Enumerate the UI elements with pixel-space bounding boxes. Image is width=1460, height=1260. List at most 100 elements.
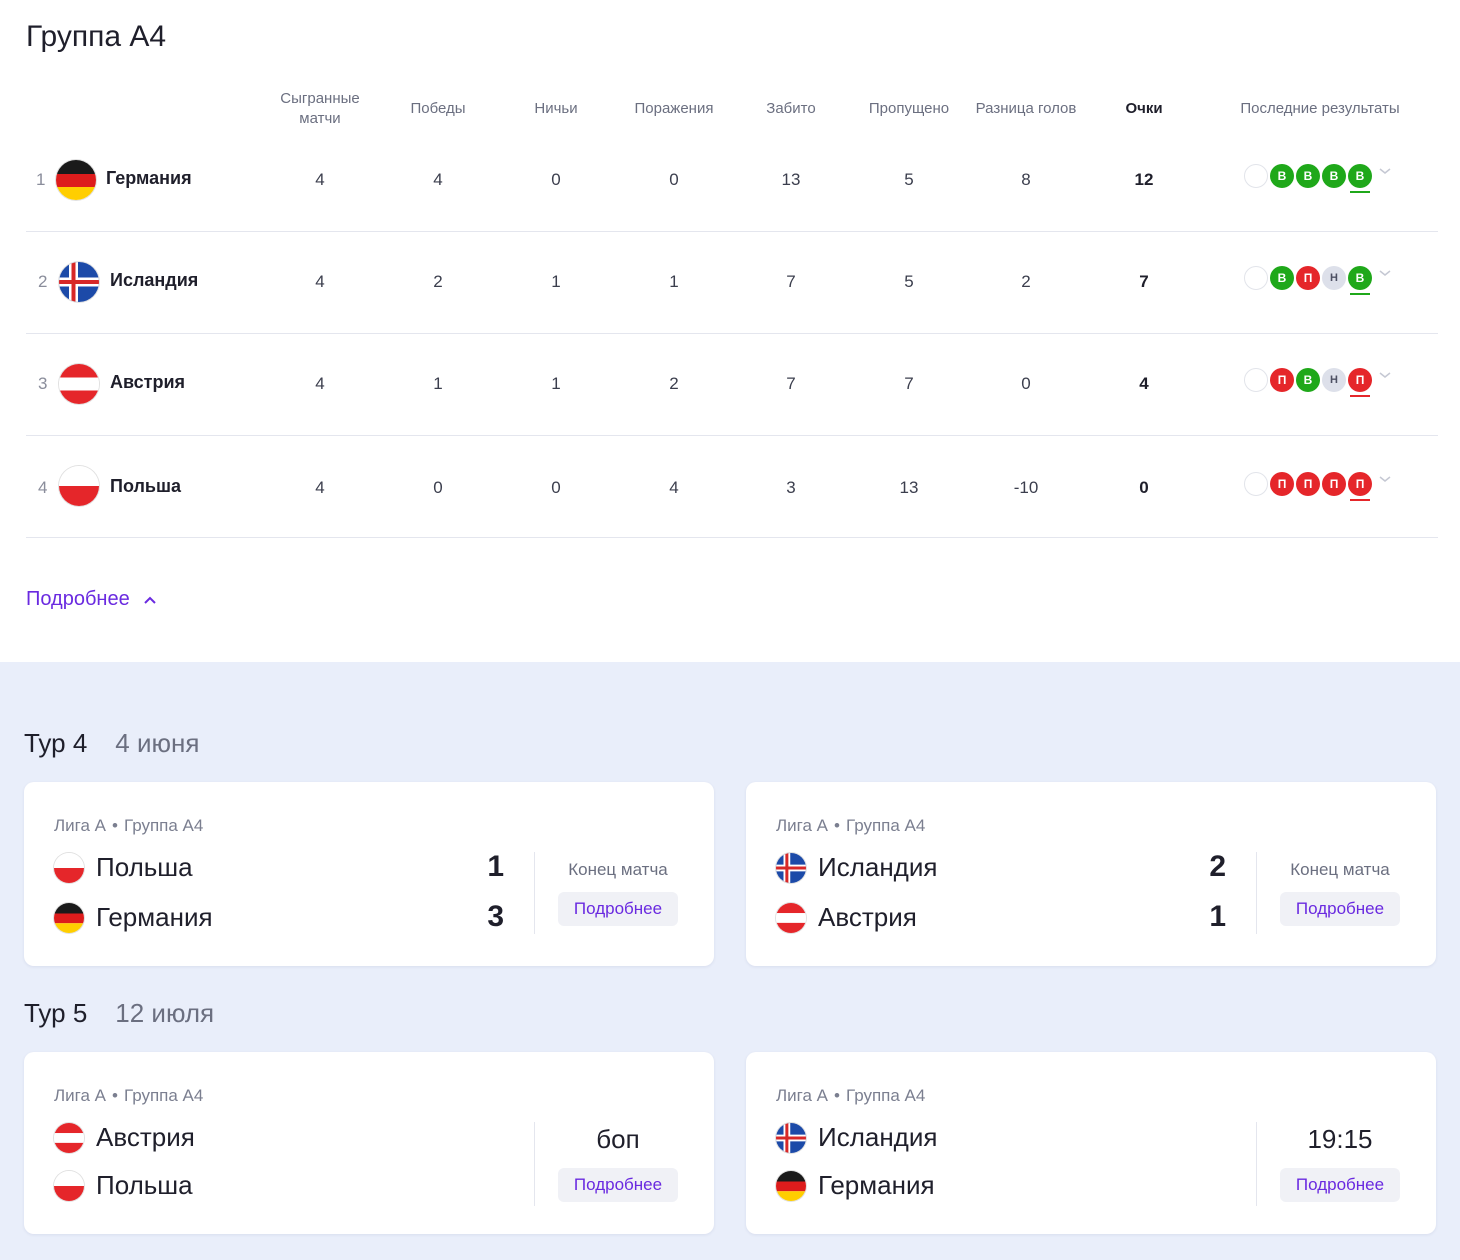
poland-flag-icon [54, 1171, 84, 1201]
col-wins: Победы [410, 100, 466, 117]
conceded: 5 [904, 170, 914, 189]
scored: 13 [781, 170, 801, 189]
form-result[interactable]: В [1296, 368, 1320, 392]
form-result[interactable]: П [1348, 368, 1372, 397]
col-conceded: Пропущено [868, 100, 950, 117]
away-score: 3 [487, 900, 504, 933]
form-empty-slot [1244, 164, 1268, 188]
points: 4 [1139, 374, 1149, 393]
goal-diff: 0 [1021, 374, 1031, 393]
recent-form[interactable]: П П П П [1244, 472, 1392, 501]
form-result[interactable]: П [1348, 472, 1372, 501]
round-label: Тур 5 [24, 998, 88, 1028]
col-points: Очки [1125, 100, 1163, 117]
match-details-button[interactable]: Подробнее [558, 892, 678, 926]
match-league: Лига А • Группа А4 [776, 1086, 926, 1105]
col-draws: Ничьи [534, 100, 578, 117]
points: 12 [1134, 170, 1154, 189]
germany-flag-icon [56, 160, 96, 200]
draws: 1 [551, 272, 561, 291]
table-row[interactable]: 3 Австрия 4 1 1 2 7 7 0 4 П В Н П [26, 334, 1438, 436]
chevron-down-icon[interactable] [1378, 472, 1392, 486]
chevron-down-icon[interactable] [1378, 368, 1392, 382]
round-label: Тур 4 [24, 728, 88, 758]
form-result[interactable]: В [1270, 266, 1294, 290]
team-name[interactable]: Исландия [110, 270, 199, 290]
round-date: 4 июня [115, 728, 200, 758]
match-status: Конец матча [1290, 860, 1390, 879]
form-result[interactable]: П [1296, 472, 1320, 496]
round-header: Тур 4 4 июня [24, 728, 199, 759]
home-team-name: Исландия [818, 1122, 938, 1152]
form-result[interactable]: В [1270, 164, 1294, 188]
points: 7 [1139, 272, 1149, 291]
divider [534, 852, 535, 934]
match-details-button[interactable]: Подробнее [558, 1168, 678, 1202]
losses: 1 [669, 272, 679, 291]
goal-diff: 2 [1021, 272, 1031, 291]
match-card[interactable]: Лига А • Группа А4 Польша Германия 1 3 Кон… [24, 782, 714, 966]
round-header: Тур 5 12 июля [24, 998, 214, 1029]
poland-flag-icon [59, 466, 99, 506]
form-result[interactable]: Н [1322, 266, 1346, 290]
recent-form[interactable]: В В В В [1244, 164, 1392, 193]
league-name: Лига А [54, 816, 106, 835]
recent-form[interactable]: В П Н В [1244, 266, 1392, 295]
form-result[interactable]: В [1296, 164, 1320, 188]
table-row[interactable]: 2 Исландия 4 2 1 1 7 5 2 7 В П Н В [26, 232, 1438, 334]
iceland-flag-icon [776, 1123, 806, 1153]
team-name[interactable]: Польша [110, 476, 181, 496]
away-score: 1 [1209, 900, 1226, 933]
away-team: Германия [776, 1170, 935, 1201]
recent-form[interactable]: П В Н П [1244, 368, 1392, 397]
position: 1 [36, 170, 46, 189]
team-name[interactable]: Германия [106, 168, 192, 188]
conceded: 5 [904, 272, 914, 291]
losses: 0 [669, 170, 679, 189]
draws: 0 [551, 478, 561, 497]
draws: 1 [551, 374, 561, 393]
position: 2 [38, 272, 48, 291]
chevron-down-icon[interactable] [1378, 266, 1392, 280]
losses: 2 [669, 374, 679, 393]
table-row[interactable]: 1 Германия 4 4 0 0 13 5 8 12 В В В В [26, 130, 1438, 232]
team-name[interactable]: Австрия [110, 372, 186, 392]
germany-flag-icon [776, 1171, 806, 1201]
match-card[interactable]: Лига А • Группа А4 Исландия Германия 19:15… [746, 1052, 1436, 1234]
match-league: Лига А • Группа А4 [54, 816, 204, 835]
chevron-down-icon[interactable] [1378, 164, 1392, 178]
group-name: Группа А4 [123, 816, 204, 835]
match-card[interactable]: Лига А • Группа А4 Австрия Польша боп Подр… [24, 1052, 714, 1234]
home-team: Австрия [54, 1122, 195, 1153]
table-row[interactable]: 4 Польша 4 0 0 4 3 13 -10 0 П П П П [26, 436, 1438, 538]
home-team: Исландия [776, 1122, 937, 1153]
points: 0 [1139, 478, 1149, 497]
wins: 0 [433, 478, 443, 497]
matches-section: Тур 4 4 июня Лига А • Группа А4 Польша Герм… [0, 662, 1460, 1260]
form-empty-slot [1244, 472, 1268, 496]
austria-flag-icon [54, 1123, 84, 1153]
form-result[interactable]: В [1322, 164, 1346, 188]
played: 4 [315, 478, 325, 497]
form-empty-slot [1244, 368, 1268, 392]
match-details-button[interactable]: Подробнее [1280, 1168, 1400, 1202]
match-status: 19:15 [1307, 1124, 1373, 1154]
conceded: 7 [904, 374, 914, 393]
match-details-button[interactable]: Подробнее [1280, 892, 1400, 926]
form-result[interactable]: П [1322, 472, 1346, 496]
form-result[interactable]: П [1296, 266, 1320, 290]
group-title: Группа А4 [26, 20, 167, 53]
iceland-flag-icon [59, 262, 99, 302]
form-result[interactable]: П [1270, 472, 1294, 496]
league-name: Лига А [54, 1086, 106, 1105]
more-details-link[interactable]: Подробнее [26, 588, 158, 611]
form-result[interactable]: В [1348, 266, 1372, 295]
form-result[interactable]: В [1348, 164, 1372, 193]
scored: 7 [786, 374, 796, 393]
match-card[interactable]: Лига А • Группа А4 Исландия Австрия 2 1 Ко… [746, 782, 1436, 966]
goal-diff: -10 [1013, 478, 1039, 497]
form-result[interactable]: Н [1322, 368, 1346, 392]
form-result[interactable]: П [1270, 368, 1294, 392]
iceland-flag-icon [776, 853, 806, 883]
home-team: Польша [54, 852, 193, 883]
